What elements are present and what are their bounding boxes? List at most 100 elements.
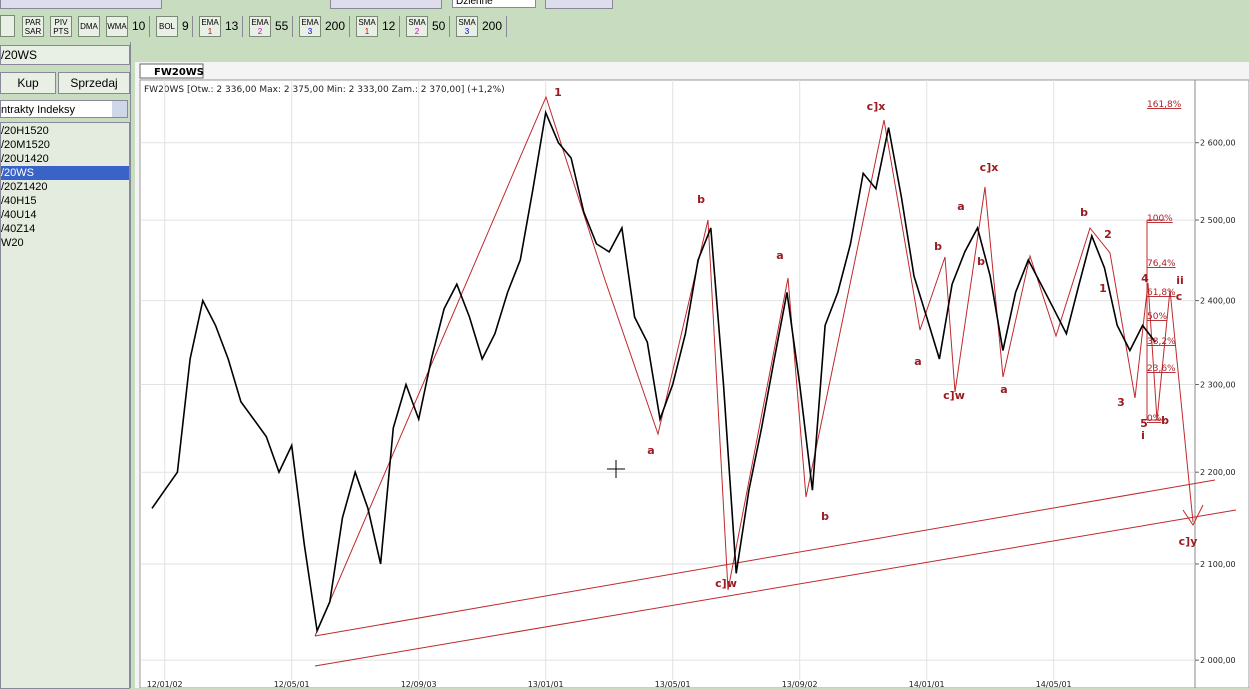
- chart-title: FW20WS [Otw.: 2 336,00 Max: 2 375,00 Min…: [144, 85, 505, 95]
- indicator-button[interactable]: PAR SAR: [22, 16, 44, 37]
- wave-label: c]x: [867, 100, 886, 113]
- wave-label: 2: [1104, 228, 1112, 241]
- x-tick-label: 12/05/01: [274, 680, 310, 688]
- contract-list: /20H1520/20M1520/20U1420/20WS/20Z1420/40…: [0, 122, 130, 689]
- arrow-head: [1182, 504, 1204, 526]
- button-sub: 1: [207, 27, 213, 36]
- indicator-param: 55: [275, 19, 289, 33]
- draw-icons[interactable]: [330, 0, 442, 9]
- separator: [149, 16, 150, 37]
- button-label: PIV: [54, 18, 68, 27]
- fib-label: 76,4%: [1147, 259, 1176, 269]
- view-icons[interactable]: [545, 0, 613, 9]
- sidebar-title: /20WS: [0, 45, 130, 65]
- indicator-button[interactable]: PIV PTS: [50, 16, 72, 37]
- button-label: PTS: [53, 27, 69, 36]
- tool-icons[interactable]: [0, 0, 162, 9]
- x-tick-label: 14/01/01: [909, 680, 945, 688]
- wave-label: a: [1000, 383, 1007, 396]
- contract-item[interactable]: /20M1520: [1, 139, 50, 151]
- button-sub: 3: [464, 27, 470, 36]
- wave-label: c]x: [980, 161, 999, 174]
- contract-item[interactable]: /40Z14: [1, 223, 36, 235]
- indicator-button[interactable]: BOL: [156, 16, 178, 37]
- refresh-button[interactable]: [0, 15, 15, 37]
- wave-label: a: [957, 200, 964, 213]
- contract-item[interactable]: /20U1420: [1, 153, 49, 165]
- fib-label: 61,8%: [1147, 288, 1176, 298]
- indicator-button[interactable]: EMA 2: [249, 16, 271, 37]
- indicator-button[interactable]: SMA 3: [456, 16, 478, 37]
- button-label: EMA: [201, 18, 219, 27]
- wave-label: c]y: [1179, 535, 1198, 548]
- wave-label: a: [914, 355, 921, 368]
- contract-item[interactable]: /20Z1420: [1, 181, 48, 193]
- wave-label: a: [776, 249, 783, 262]
- chart-tab-label[interactable]: FW20WS: [154, 67, 204, 78]
- button-label: DMA: [80, 22, 98, 31]
- indicator-button[interactable]: SMA 2: [406, 16, 428, 37]
- price-line: [151, 109, 1156, 634]
- y-tick-label: 2 400,00: [1200, 297, 1236, 306]
- indicator-param: 200: [325, 19, 346, 33]
- wave-label: b: [1161, 414, 1169, 427]
- sidebar: /20WS Kup Sprzedaj ntrakty Indeksy /20H1…: [0, 42, 131, 689]
- wave-label: ii: [1176, 274, 1184, 287]
- wave-label: 3: [1117, 396, 1125, 409]
- wave-label: 1: [554, 86, 562, 99]
- wave-label: b: [1080, 206, 1088, 219]
- separator: [449, 16, 450, 37]
- button-sub: 3: [307, 27, 313, 36]
- chart-tab[interactable]: [139, 63, 204, 79]
- x-tick-label: 12/01/02: [147, 680, 183, 688]
- separator: [399, 16, 400, 37]
- x-tick-label: 12/09/03: [401, 680, 437, 688]
- contract-item[interactable]: W20: [1, 237, 24, 249]
- button-sub: 1: [364, 27, 370, 36]
- wave-label: b: [977, 255, 985, 268]
- contract-item[interactable]: /40U14: [1, 209, 37, 221]
- y-tick-label: 2 500,00: [1200, 216, 1236, 225]
- dropdown-arrow[interactable]: [112, 101, 127, 117]
- indicator-param: 13: [225, 19, 239, 33]
- fib-label: 100%: [1147, 214, 1173, 224]
- x-tick-label: 13/09/02: [782, 680, 818, 688]
- y-tick-label: 2 000,00: [1200, 656, 1236, 665]
- fib-label: 50%: [1147, 312, 1167, 322]
- contract-item[interactable]: /20WS: [1, 166, 129, 180]
- wave-label: b: [821, 510, 829, 523]
- wave-line: [314, 95, 885, 637]
- indicator-button[interactable]: SMA 1: [356, 16, 378, 37]
- wave-label: c]w: [715, 577, 737, 590]
- fib-label: 38,2%: [1147, 337, 1176, 347]
- x-tick-label: 13/01/01: [528, 680, 564, 688]
- sell-button[interactable]: Sprzedaj: [58, 72, 130, 94]
- indicator-param: 9: [182, 19, 189, 33]
- buy-button[interactable]: Kup: [0, 72, 56, 94]
- crosshair: [607, 460, 625, 478]
- indicator-param: 200: [482, 19, 503, 33]
- indicator-button[interactable]: WMA: [106, 16, 128, 37]
- button-label: WMA: [107, 22, 127, 31]
- contract-item[interactable]: /40H15: [1, 195, 37, 207]
- separator: [292, 16, 293, 37]
- button-label: SMA: [408, 18, 426, 27]
- button-sub: 2: [257, 27, 263, 36]
- fib-label: 0%: [1147, 414, 1162, 424]
- button-label: EMA: [251, 18, 269, 27]
- y-tick-label: 2 300,00: [1200, 381, 1236, 390]
- fib-label: 161,8%: [1147, 100, 1182, 110]
- contract-item[interactable]: /20H1520: [1, 125, 49, 137]
- channel-line: [314, 509, 1237, 667]
- contract-select[interactable]: ntrakty Indeksy: [0, 100, 128, 118]
- indicator-button[interactable]: EMA 3: [299, 16, 321, 37]
- x-tick-label: 14/05/01: [1036, 680, 1072, 688]
- wave-label: b: [697, 193, 705, 206]
- indicator-param: 50: [432, 19, 446, 33]
- indicator-button[interactable]: DMA: [78, 16, 100, 37]
- wave-label: c: [1176, 290, 1183, 303]
- button-label: SAR: [24, 27, 42, 36]
- indicator-param: 10: [132, 19, 146, 33]
- indicator-button[interactable]: EMA 1: [199, 16, 221, 37]
- timeframe-select[interactable]: Dzienne: [452, 0, 536, 8]
